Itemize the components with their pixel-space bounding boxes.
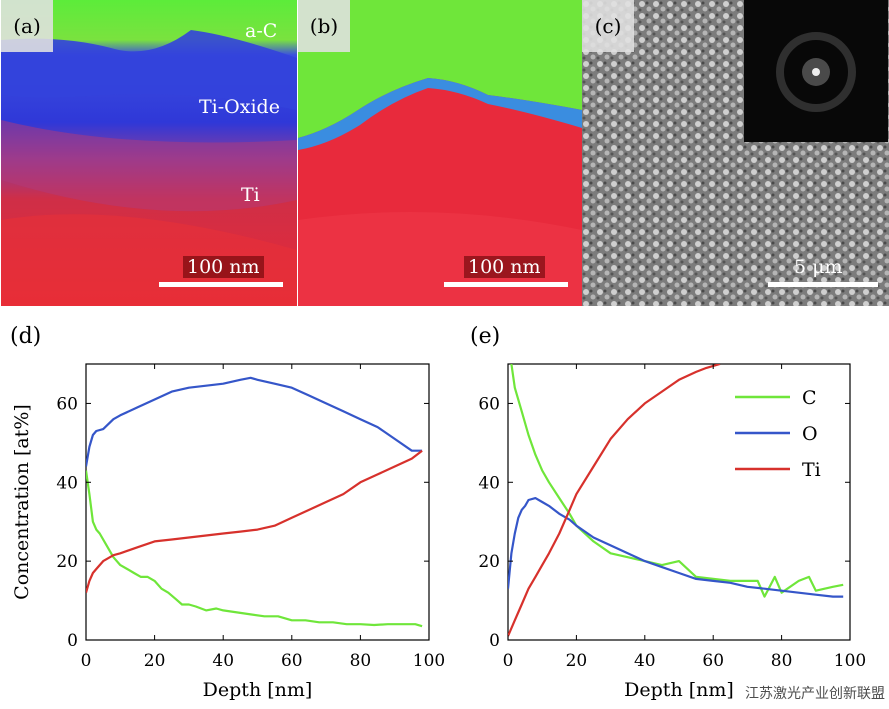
panel-c-image: (c) 5 μm: [582, 0, 889, 306]
d-series-c-line: [86, 470, 423, 628]
e-series-c-line: [510, 364, 844, 598]
e-x-tick-label: 20: [566, 651, 588, 671]
chart-e-label: (e): [470, 324, 501, 349]
scale-bar-a-line: [159, 282, 283, 287]
scale-bar-b-text: 100 nm: [464, 256, 545, 278]
d-x-tick-label: 60: [281, 651, 303, 671]
chart-d-x-axis-label: Depth [nm]: [203, 679, 313, 701]
e-series-ti-line: [508, 364, 721, 637]
chart-d: 0 20 40 60 80 100 0 20 40 60 Depth [nm] Concentra…: [11, 363, 445, 701]
chart-d-label: (d): [10, 324, 42, 349]
fft-inset: [744, 0, 888, 142]
d-y-tick-label: 0: [67, 631, 78, 651]
scale-bar-b: 100 nm: [444, 256, 568, 292]
chart-e-x-axis-label: Depth [nm]: [624, 679, 734, 701]
e-series-o-line: [508, 497, 844, 598]
chart-e: 0 20 40 60 80 100 0 20 40 60 CO Ti Depth [nm]: [478, 363, 866, 701]
scale-bar-b-line: [444, 282, 568, 287]
e-legend-label-c: C: [802, 387, 817, 409]
e-x-tick-label: 60: [702, 651, 724, 671]
e-legend-label-ti: Ti: [802, 459, 821, 481]
d-y-tick-label: 60: [56, 394, 78, 414]
panel-a-label: (a): [1, 0, 53, 52]
panel-c-label: (c): [582, 0, 634, 52]
e-y-tick-label: 20: [478, 552, 500, 572]
chart-d-y-axis-label: Concentration [at%]: [11, 404, 33, 600]
e-y-tick-label: 40: [478, 473, 500, 493]
e-legend-label-o: O: [802, 423, 818, 445]
scale-bar-a: 100 nm: [159, 256, 283, 292]
scale-bar-c-text: 5 μm: [794, 256, 843, 278]
scale-bar-c-line: [768, 282, 878, 287]
scale-bar-c: 5 μm: [768, 256, 878, 292]
d-x-tick-label: 40: [212, 651, 234, 671]
e-y-tick-label: 60: [478, 394, 500, 414]
d-x-tick-label: 80: [350, 651, 372, 671]
e-y-tick-label: 0: [489, 631, 500, 651]
d-x-tick-label: 100: [413, 651, 445, 671]
d-y-tick-label: 40: [56, 473, 78, 493]
d-series-o-line: [86, 376, 423, 467]
d-x-tick-label: 20: [144, 651, 166, 671]
chart-d-frame: [85, 363, 430, 641]
label-a-c: a-C: [245, 20, 278, 42]
label-ti-oxide: Ti-Oxide: [199, 96, 280, 118]
e-x-tick-label: 80: [771, 651, 793, 671]
e-x-tick-label: 0: [503, 651, 514, 671]
e-x-tick-label: 40: [634, 651, 656, 671]
panel-a-image: (a) a-C Ti-Oxide Ti 100 nm: [1, 0, 297, 306]
d-y-tick-label: 20: [56, 552, 78, 572]
e-x-tick-label: 100: [834, 651, 866, 671]
watermark: 江苏激光产业创新联盟: [745, 686, 885, 702]
panel-b-image: (b) 100 nm: [298, 0, 582, 306]
chart-e-frame: [507, 363, 851, 641]
panel-b-label: (b): [298, 0, 350, 52]
scale-bar-a-text: 100 nm: [183, 256, 264, 278]
label-ti: Ti: [241, 184, 260, 206]
d-series-ti-line: [86, 449, 423, 594]
panel-a-micrograph: [1, 0, 297, 306]
d-x-tick-label: 0: [81, 651, 92, 671]
